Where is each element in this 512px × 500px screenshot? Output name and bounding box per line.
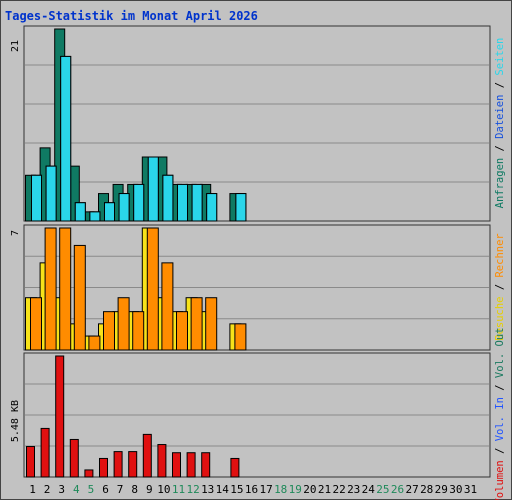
legend-hits-files-pages-part: Anfragen bbox=[494, 158, 506, 209]
legend-hits-files-pages-part: Seiten bbox=[494, 38, 506, 76]
chart-title: Tages-Statistik im Monat April 2026 bbox=[5, 9, 258, 23]
bar-seiten-11 bbox=[177, 183, 188, 222]
legend-volume-part: / bbox=[494, 441, 506, 460]
bar-rechner-9 bbox=[146, 227, 159, 351]
x-tick-label: 29 bbox=[435, 483, 448, 496]
x-tick-label: 25 bbox=[376, 483, 389, 496]
x-tick-label: 14 bbox=[216, 483, 230, 496]
x-tick-label: 2 bbox=[44, 483, 51, 496]
bar-rechner-12 bbox=[190, 297, 203, 351]
legend-hits-files-pages-part: Dateien bbox=[494, 95, 506, 139]
x-tick-label: 8 bbox=[131, 483, 138, 496]
bar-seiten-8 bbox=[133, 183, 145, 222]
bar-volumen-1 bbox=[26, 446, 35, 478]
x-tick-label: 17 bbox=[259, 483, 272, 496]
bar-seiten-6 bbox=[104, 202, 115, 222]
bar-volumen-8 bbox=[128, 451, 138, 478]
bar-volumen-5 bbox=[84, 469, 94, 478]
legend-visits-sites: Besuche / Rechner bbox=[494, 233, 506, 341]
legend-volume-part: Vol. In bbox=[494, 397, 506, 441]
bar-volumen-12 bbox=[186, 452, 196, 478]
bar-rechner-1 bbox=[30, 297, 42, 351]
x-tick-label: 16 bbox=[245, 483, 258, 496]
y-tick-label: 5.48 KB bbox=[10, 400, 21, 442]
panel-frame bbox=[23, 25, 491, 222]
legend-visits-sites-part: Rechner bbox=[494, 233, 506, 277]
x-tick-label: 6 bbox=[102, 483, 109, 496]
x-tick-label: 1 bbox=[29, 483, 36, 496]
legend-visits-sites-part: Besuche bbox=[494, 296, 506, 340]
bar-seiten-1 bbox=[31, 174, 42, 222]
x-tick-label: 10 bbox=[157, 483, 170, 496]
legend-hits-files-pages-part: / bbox=[494, 139, 506, 158]
bar-rechner-13 bbox=[205, 297, 218, 351]
bar-rechner-7 bbox=[117, 297, 130, 351]
x-tick-label: 11 bbox=[172, 483, 185, 496]
x-tick-label: 26 bbox=[391, 483, 404, 496]
bar-seiten-13 bbox=[206, 193, 218, 222]
bar-volumen-3 bbox=[55, 355, 65, 478]
bar-volumen-10 bbox=[157, 444, 167, 478]
bar-volumen-13 bbox=[201, 452, 211, 478]
bar-rechner-10 bbox=[161, 262, 174, 351]
bar-seiten-7 bbox=[118, 193, 130, 222]
bar-seiten-9 bbox=[147, 156, 159, 222]
x-tick-label: 28 bbox=[420, 483, 433, 496]
x-tick-label: 22 bbox=[332, 483, 345, 496]
legend-volume-part: / bbox=[494, 378, 506, 397]
bar-rechner-11 bbox=[176, 311, 188, 351]
panel-frame bbox=[23, 224, 491, 351]
legend-hits-files-pages: Anfragen / Dateien / Seiten bbox=[494, 38, 506, 209]
bar-rechner-6 bbox=[103, 311, 115, 351]
x-tick-label: 18 bbox=[274, 483, 287, 496]
bar-volumen-7 bbox=[113, 451, 123, 478]
x-tick-label: 20 bbox=[303, 483, 316, 496]
x-tick-label: 9 bbox=[146, 483, 153, 496]
x-tick-label: 3 bbox=[58, 483, 65, 496]
bar-seiten-4 bbox=[74, 202, 86, 222]
x-tick-label: 4 bbox=[73, 483, 80, 496]
bar-seiten-3 bbox=[60, 55, 72, 222]
bar-seiten-10 bbox=[162, 174, 174, 222]
legend-hits-files-pages-part: / bbox=[494, 76, 506, 95]
y-tick-label: 7 bbox=[10, 230, 21, 236]
x-tick-label: 24 bbox=[362, 483, 376, 496]
legend-volume-part: Volumen bbox=[494, 460, 506, 500]
bar-volumen-2 bbox=[40, 427, 50, 478]
panel-frame bbox=[23, 352, 491, 478]
x-tick-label: 30 bbox=[449, 483, 462, 496]
bar-rechner-4 bbox=[73, 244, 86, 351]
x-tick-label: 21 bbox=[318, 483, 331, 496]
x-tick-label: 15 bbox=[230, 483, 243, 496]
x-tick-label: 5 bbox=[88, 483, 95, 496]
bar-rechner-8 bbox=[132, 311, 145, 351]
x-tick-label: 13 bbox=[201, 483, 214, 496]
x-tick-label: 19 bbox=[289, 483, 302, 496]
bar-rechner-15 bbox=[234, 323, 247, 351]
bar-volumen-6 bbox=[99, 457, 108, 478]
x-tick-label: 12 bbox=[186, 483, 199, 496]
x-tick-label: 31 bbox=[464, 483, 477, 496]
bar-volumen-11 bbox=[172, 452, 181, 478]
bar-rechner-2 bbox=[44, 227, 57, 351]
bar-seiten-2 bbox=[45, 165, 57, 222]
bar-rechner-3 bbox=[59, 227, 72, 351]
bar-seiten-12 bbox=[191, 183, 203, 222]
bar-volumen-4 bbox=[69, 438, 79, 478]
legend-visits-sites-part: / bbox=[494, 278, 506, 297]
x-tick-label: 23 bbox=[347, 483, 360, 496]
bar-rechner-5 bbox=[88, 335, 101, 351]
x-tick-label: 27 bbox=[405, 483, 418, 496]
x-tick-label: 7 bbox=[117, 483, 124, 496]
bar-volumen-9 bbox=[142, 433, 152, 478]
y-tick-label: 21 bbox=[10, 40, 21, 52]
bar-volumen-15 bbox=[230, 457, 240, 478]
legend-volume-part: Vol. Out bbox=[494, 327, 506, 378]
legend-volume: Volumen / Vol. In / Vol. Out bbox=[494, 327, 506, 500]
bar-seiten-5 bbox=[89, 211, 101, 222]
bar-seiten-15 bbox=[235, 193, 247, 222]
